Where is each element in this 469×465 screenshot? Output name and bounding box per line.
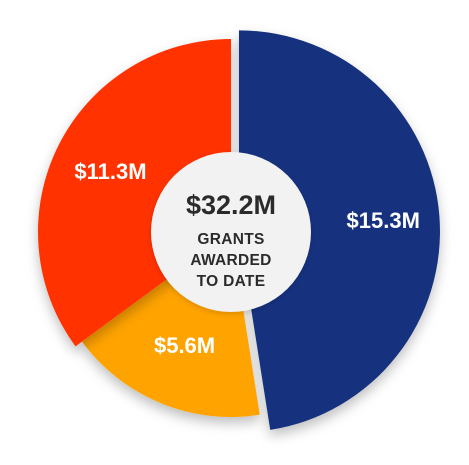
pie-labels: $15.3M $5.6M $11.3M (74, 159, 420, 358)
slice-label-2: $5.6M (154, 333, 215, 358)
pie-slice-3 (38, 39, 232, 347)
slice-label-3: $11.3M (74, 159, 146, 184)
caption-line-2: AWARDED (190, 252, 271, 269)
caption-line-3: TO DATE (197, 273, 266, 290)
center-circle (151, 152, 311, 312)
slice-label-1: $15.3M (347, 208, 420, 233)
total-amount: $32.2M (186, 190, 276, 220)
center-badge: $32.2M GRANTS AWARDED TO DATE (151, 152, 311, 312)
caption-line-1: GRANTS (197, 231, 264, 248)
pie-slice-1 (238, 30, 440, 430)
